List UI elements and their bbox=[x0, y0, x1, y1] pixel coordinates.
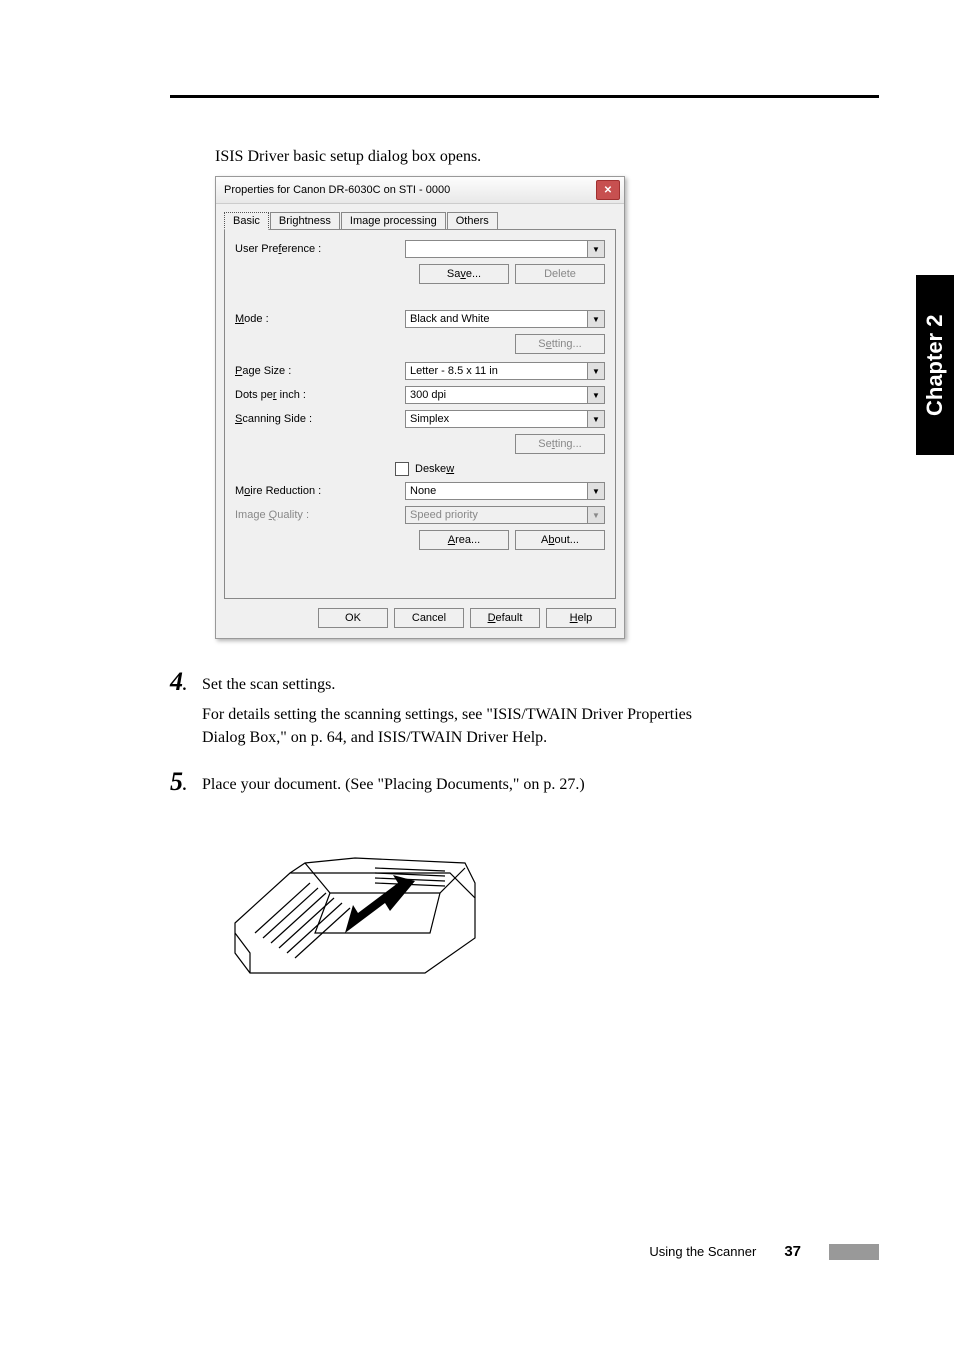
chevron-down-icon: ▼ bbox=[587, 311, 604, 327]
moire-dropdown[interactable]: None ▼ bbox=[405, 482, 605, 500]
image-quality-label: Image Quality : bbox=[235, 509, 395, 521]
scanning-side-label: Scanning Side : bbox=[235, 413, 395, 425]
tab-panel-basic: User Preference : ▼ Save... Delete Mode … bbox=[224, 229, 616, 599]
scanner-illustration bbox=[215, 803, 495, 993]
close-icon[interactable]: ✕ bbox=[596, 180, 620, 200]
tab-others[interactable]: Others bbox=[447, 212, 498, 230]
chevron-down-icon: ▼ bbox=[587, 387, 604, 403]
mode-setting-button: Setting... bbox=[515, 334, 605, 354]
tab-image-processing[interactable]: Image processing bbox=[341, 212, 446, 230]
scan-setting-button: Setting... bbox=[515, 434, 605, 454]
chevron-down-icon: ▼ bbox=[587, 483, 604, 499]
tab-brightness[interactable]: Brightness bbox=[270, 212, 340, 230]
step-4-body: For details setting the scanning setting… bbox=[202, 703, 879, 749]
chapter-tab: Chapter 2 bbox=[916, 275, 954, 455]
chevron-down-icon: ▼ bbox=[587, 411, 604, 427]
delete-button: Delete bbox=[515, 264, 605, 284]
dialog-screenshot: Properties for Canon DR-6030C on STI - 0… bbox=[215, 176, 879, 639]
tab-row: Basic Brightness Image processing Others bbox=[216, 204, 624, 230]
intro-text: ISIS Driver basic setup dialog box opens… bbox=[215, 148, 879, 166]
tab-basic[interactable]: Basic bbox=[224, 212, 269, 230]
dialog-footer: OK Cancel Default Help bbox=[216, 608, 624, 638]
page-size-dropdown[interactable]: Letter - 8.5 x 11 in ▼ bbox=[405, 362, 605, 380]
page-size-label: Page Size : bbox=[235, 365, 395, 377]
dialog-title: Properties for Canon DR-6030C on STI - 0… bbox=[224, 184, 450, 196]
chevron-down-icon: ▼ bbox=[587, 507, 604, 523]
footer-bar bbox=[829, 1244, 879, 1260]
dpi-dropdown[interactable]: 300 dpi ▼ bbox=[405, 386, 605, 404]
deskew-checkbox[interactable] bbox=[395, 462, 409, 476]
dpi-label: Dots per inch : bbox=[235, 389, 395, 401]
step-5-title: Place your document. (See "Placing Docum… bbox=[202, 773, 585, 796]
chevron-down-icon: ▼ bbox=[587, 241, 604, 257]
step-4-number: 4. bbox=[170, 669, 202, 695]
step-4-title: Set the scan settings. bbox=[202, 673, 335, 696]
default-button[interactable]: Default bbox=[470, 608, 540, 628]
step-5: 5. Place your document. (See "Placing Do… bbox=[170, 769, 879, 795]
save-button[interactable]: Save... bbox=[419, 264, 509, 284]
dialog-titlebar: Properties for Canon DR-6030C on STI - 0… bbox=[216, 177, 624, 204]
user-preference-label: User Preference : bbox=[235, 243, 395, 255]
step-4: 4. Set the scan settings. bbox=[170, 669, 879, 695]
page-footer: Using the Scanner 37 bbox=[649, 1243, 879, 1260]
footer-page-number: 37 bbox=[784, 1243, 801, 1260]
area-button[interactable]: Area... bbox=[419, 530, 509, 550]
help-button[interactable]: Help bbox=[546, 608, 616, 628]
deskew-label: Deskew bbox=[415, 463, 454, 475]
about-button[interactable]: About... bbox=[515, 530, 605, 550]
top-rule bbox=[170, 95, 879, 98]
chevron-down-icon: ▼ bbox=[587, 363, 604, 379]
footer-section: Using the Scanner bbox=[649, 1244, 756, 1259]
mode-label: Mode : bbox=[235, 313, 395, 325]
moire-label: Moire Reduction : bbox=[235, 485, 395, 497]
mode-dropdown[interactable]: Black and White ▼ bbox=[405, 310, 605, 328]
user-preference-dropdown[interactable]: ▼ bbox=[405, 240, 605, 258]
scanning-side-dropdown[interactable]: Simplex ▼ bbox=[405, 410, 605, 428]
ok-button[interactable]: OK bbox=[318, 608, 388, 628]
cancel-button[interactable]: Cancel bbox=[394, 608, 464, 628]
step-5-number: 5. bbox=[170, 769, 202, 795]
image-quality-dropdown: Speed priority ▼ bbox=[405, 506, 605, 524]
